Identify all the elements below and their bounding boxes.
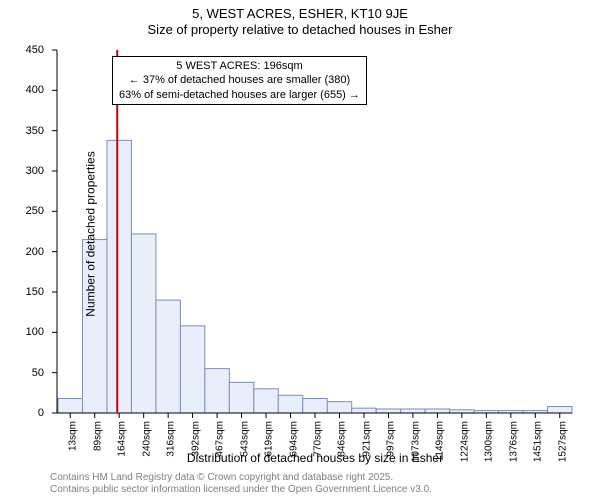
histogram-bar (254, 389, 278, 413)
attribution-line1: Contains HM Land Registry data © Crown c… (50, 472, 432, 484)
histogram-bar (156, 300, 180, 413)
marker-callout: 5 WEST ACRES: 196sqm ← 37% of detached h… (112, 56, 367, 105)
chart-title-block: 5, WEST ACRES, ESHER, KT10 9JE Size of p… (0, 0, 600, 39)
callout-line3: 63% of semi-detached houses are larger (… (119, 88, 360, 102)
histogram-bar (107, 140, 131, 413)
histogram-bar (131, 234, 155, 413)
y-tick-label: 150 (26, 286, 50, 298)
histogram-bar (548, 407, 572, 413)
callout-line1: 5 WEST ACRES: 196sqm (119, 59, 360, 73)
histogram-bar (327, 402, 351, 413)
histogram-bar (352, 408, 376, 413)
histogram-bar (229, 382, 253, 413)
y-tick-label: 0 (38, 407, 50, 419)
chart-title-line1: 5, WEST ACRES, ESHER, KT10 9JE (0, 6, 600, 22)
histogram-bar (58, 398, 82, 413)
histogram-bar (401, 409, 425, 413)
callout-line2: ← 37% of detached houses are smaller (38… (119, 73, 360, 87)
chart-title-line2: Size of property relative to detached ho… (0, 22, 600, 38)
y-tick-label: 350 (26, 125, 50, 137)
y-tick-label: 50 (32, 367, 50, 379)
x-tick-label: 13sqm (62, 421, 79, 451)
y-axis-label: Number of detached properties (84, 151, 98, 316)
attribution-text: Contains HM Land Registry data © Crown c… (50, 472, 432, 496)
histogram-bar (180, 326, 204, 413)
y-tick-label: 450 (26, 44, 50, 56)
histogram-bar (425, 409, 449, 413)
y-tick-label: 300 (26, 165, 50, 177)
histogram-bar (205, 369, 229, 413)
y-tick-label: 100 (26, 326, 50, 338)
x-tick-label: 89sqm (86, 421, 103, 451)
histogram-bar (303, 398, 327, 413)
histogram-bar (376, 409, 400, 413)
y-tick-label: 250 (26, 205, 50, 217)
histogram-bar (278, 395, 302, 413)
y-tick-label: 400 (26, 84, 50, 96)
x-axis-label: Distribution of detached houses by size … (50, 451, 580, 465)
attribution-line2: Contains public sector information licen… (50, 484, 432, 496)
y-tick-label: 200 (26, 246, 50, 258)
plot-area: Number of detached properties 0501001502… (50, 46, 580, 421)
